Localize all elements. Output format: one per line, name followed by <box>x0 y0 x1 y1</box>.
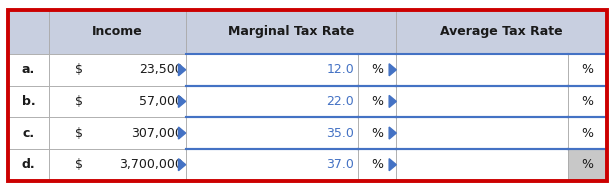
Bar <box>49 117 186 149</box>
Bar <box>186 86 358 117</box>
Polygon shape <box>178 64 186 76</box>
Bar <box>396 117 568 149</box>
Bar <box>396 149 568 180</box>
Bar <box>49 54 186 86</box>
Bar <box>186 149 358 180</box>
Bar <box>8 86 49 117</box>
Polygon shape <box>389 127 396 139</box>
Polygon shape <box>178 159 186 171</box>
Bar <box>568 54 607 86</box>
Text: 23,500: 23,500 <box>140 63 183 76</box>
Text: %: % <box>371 127 383 139</box>
Bar <box>8 117 49 149</box>
Bar <box>396 86 568 117</box>
Text: $: $ <box>75 158 83 171</box>
Bar <box>186 117 358 149</box>
Text: %: % <box>582 158 593 171</box>
Text: 35.0: 35.0 <box>326 127 354 139</box>
Text: 3,700,000: 3,700,000 <box>119 158 183 171</box>
Bar <box>8 10 49 54</box>
Bar <box>49 86 186 117</box>
Bar <box>396 10 607 54</box>
Text: $: $ <box>75 127 83 139</box>
Text: 37.0: 37.0 <box>326 158 354 171</box>
Text: 307,000: 307,000 <box>132 127 183 139</box>
Bar <box>358 149 396 180</box>
Bar <box>396 54 568 86</box>
Bar <box>49 10 186 54</box>
Bar <box>8 149 49 180</box>
Bar <box>358 117 396 149</box>
Text: 22.0: 22.0 <box>327 95 354 108</box>
Text: $: $ <box>75 63 83 76</box>
Text: %: % <box>371 158 383 171</box>
Bar <box>358 54 396 86</box>
Text: Average Tax Rate: Average Tax Rate <box>440 25 563 38</box>
Bar <box>8 54 49 86</box>
Bar <box>568 117 607 149</box>
Bar <box>568 86 607 117</box>
Text: %: % <box>371 63 383 76</box>
Bar <box>186 54 358 86</box>
Text: %: % <box>582 63 593 76</box>
Bar <box>568 149 607 180</box>
Polygon shape <box>178 95 186 107</box>
Text: 12.0: 12.0 <box>327 63 354 76</box>
Polygon shape <box>389 159 396 171</box>
Text: b.: b. <box>22 95 35 108</box>
Text: 57,000: 57,000 <box>139 95 183 108</box>
Polygon shape <box>178 127 186 139</box>
Text: d.: d. <box>22 158 35 171</box>
Text: $: $ <box>75 95 83 108</box>
Bar <box>49 149 186 180</box>
Text: c.: c. <box>22 127 34 139</box>
Polygon shape <box>389 64 396 76</box>
Text: a.: a. <box>22 63 35 76</box>
Text: %: % <box>582 95 593 108</box>
Bar <box>8 10 607 180</box>
Text: Marginal Tax Rate: Marginal Tax Rate <box>228 25 354 38</box>
Text: Income: Income <box>92 25 143 38</box>
Bar <box>358 86 396 117</box>
Text: %: % <box>371 95 383 108</box>
Polygon shape <box>389 95 396 107</box>
Bar <box>186 10 396 54</box>
Text: %: % <box>582 127 593 139</box>
